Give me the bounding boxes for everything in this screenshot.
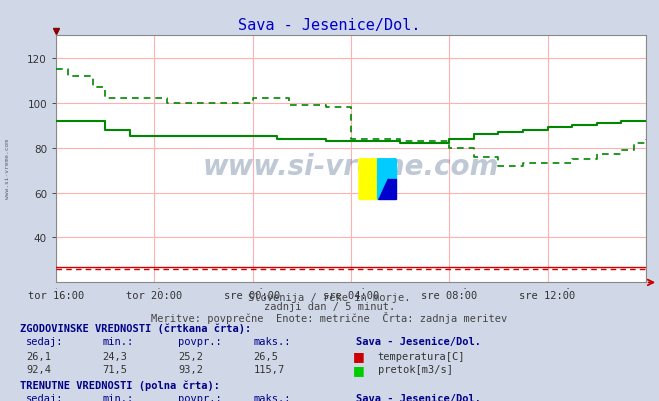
Bar (378, 159, 396, 180)
Text: www.si-vreme.com: www.si-vreme.com (203, 153, 499, 181)
Text: Sava - Jesenice/Dol.: Sava - Jesenice/Dol. (239, 18, 420, 33)
Text: 71,5: 71,5 (102, 364, 127, 374)
Text: tor 20:00: tor 20:00 (126, 291, 183, 300)
Text: sre 08:00: sre 08:00 (421, 291, 477, 300)
Text: zadnji dan / 5 minut.: zadnji dan / 5 minut. (264, 302, 395, 312)
Text: ■: ■ (353, 350, 364, 363)
Text: sedaj:: sedaj: (26, 336, 64, 346)
Text: www.si-vreme.com: www.si-vreme.com (5, 138, 11, 198)
Bar (359, 159, 378, 200)
Text: 26,5: 26,5 (254, 351, 279, 360)
Text: tor 16:00: tor 16:00 (28, 291, 84, 300)
Text: pretok[m3/s]: pretok[m3/s] (378, 364, 453, 374)
Text: povpr.:: povpr.: (178, 336, 221, 346)
Bar (378, 180, 396, 200)
Text: Sava - Jesenice/Dol.: Sava - Jesenice/Dol. (356, 393, 481, 401)
Text: 25,2: 25,2 (178, 351, 203, 360)
Text: min.:: min.: (102, 336, 133, 346)
Text: TRENUTNE VREDNOSTI (polna črta):: TRENUTNE VREDNOSTI (polna črta): (20, 380, 219, 390)
Text: sre 04:00: sre 04:00 (323, 291, 379, 300)
Text: Sava - Jesenice/Dol.: Sava - Jesenice/Dol. (356, 336, 481, 346)
Text: min.:: min.: (102, 393, 133, 401)
Text: sedaj:: sedaj: (26, 393, 64, 401)
Text: povpr.:: povpr.: (178, 393, 221, 401)
Text: maks.:: maks.: (254, 393, 291, 401)
Text: 26,1: 26,1 (26, 351, 51, 360)
Text: Meritve: povprečne  Enote: metrične  Črta: zadnja meritev: Meritve: povprečne Enote: metrične Črta:… (152, 311, 507, 323)
Polygon shape (359, 159, 378, 200)
Text: 115,7: 115,7 (254, 364, 285, 374)
Text: Slovenija / reke in morje.: Slovenija / reke in morje. (248, 292, 411, 302)
Polygon shape (378, 159, 396, 200)
Text: 24,3: 24,3 (102, 351, 127, 360)
Text: 93,2: 93,2 (178, 364, 203, 374)
Text: sre 12:00: sre 12:00 (519, 291, 576, 300)
Text: maks.:: maks.: (254, 336, 291, 346)
Text: 92,4: 92,4 (26, 364, 51, 374)
Text: sre 00:00: sre 00:00 (225, 291, 281, 300)
Text: ZGODOVINSKE VREDNOSTI (črtkana črta):: ZGODOVINSKE VREDNOSTI (črtkana črta): (20, 323, 251, 333)
Text: ■: ■ (353, 363, 364, 376)
Text: temperatura[C]: temperatura[C] (378, 351, 465, 360)
